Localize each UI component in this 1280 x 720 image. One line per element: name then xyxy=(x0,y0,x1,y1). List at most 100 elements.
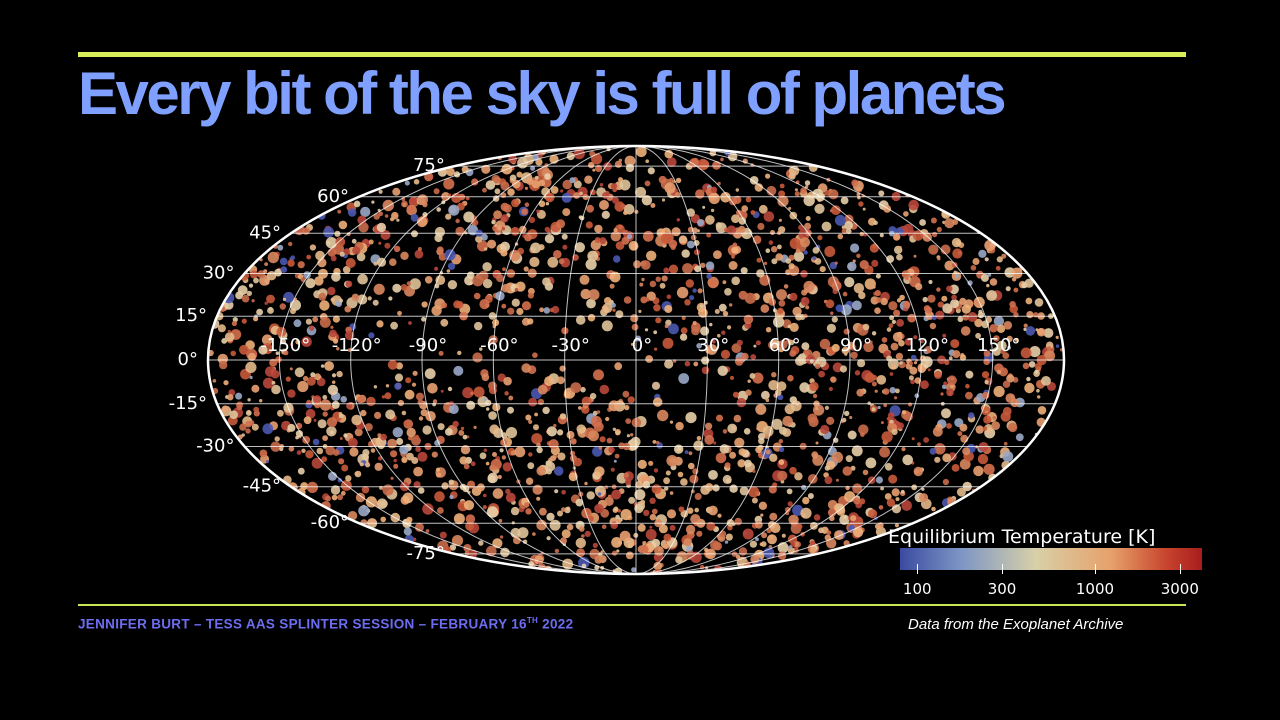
planet-point xyxy=(646,291,656,301)
planet-point xyxy=(411,435,421,446)
planet-point xyxy=(998,367,1009,377)
planet-point xyxy=(694,249,700,256)
planet-point xyxy=(1044,350,1056,362)
planet-point xyxy=(983,350,991,357)
planet-point xyxy=(708,505,718,516)
planet-point xyxy=(317,419,327,429)
latitude-tick-label: 0° xyxy=(178,349,198,370)
planet-point xyxy=(610,183,618,190)
planet-point xyxy=(431,451,438,458)
planet-point xyxy=(325,237,338,249)
planet-point xyxy=(840,196,849,205)
planet-point xyxy=(758,433,766,441)
planet-point xyxy=(661,198,666,202)
planet-point xyxy=(321,456,328,463)
planet-point xyxy=(590,415,602,428)
planet-point xyxy=(314,373,321,381)
planet-point xyxy=(354,428,363,437)
planet-point xyxy=(804,180,811,186)
planet-point xyxy=(1022,362,1030,370)
planet-point xyxy=(844,410,850,417)
planet-point xyxy=(687,240,695,249)
planet-point xyxy=(886,327,892,332)
planet-point xyxy=(587,313,596,322)
planet-point xyxy=(899,361,903,365)
planet-point xyxy=(865,457,877,469)
planet-point xyxy=(463,211,475,223)
planet-point xyxy=(625,551,634,560)
planet-point xyxy=(826,416,835,425)
planet-point xyxy=(537,384,548,395)
planet-point xyxy=(622,390,630,398)
planet-point xyxy=(927,368,931,372)
planet-point xyxy=(459,456,468,465)
planet-point xyxy=(1024,382,1035,394)
planet-point xyxy=(378,241,382,245)
planet-point xyxy=(599,183,604,187)
planet-point xyxy=(717,365,728,376)
planet-point xyxy=(578,215,583,219)
planet-point xyxy=(759,542,764,546)
planet-point xyxy=(692,321,697,325)
planet-point xyxy=(241,294,250,303)
planet-point xyxy=(749,176,759,185)
planet-point xyxy=(560,537,567,545)
planet-point xyxy=(663,267,670,274)
planet-point xyxy=(403,421,407,425)
planet-point xyxy=(358,222,369,233)
planet-point xyxy=(896,253,903,261)
planet-point xyxy=(314,401,321,409)
planet-point xyxy=(731,214,740,224)
planet-point xyxy=(908,402,913,407)
planet-point xyxy=(845,455,853,463)
planet-point xyxy=(586,298,596,309)
planet-point xyxy=(681,249,690,258)
planet-point xyxy=(787,374,794,382)
planet-point xyxy=(385,384,390,388)
planet-point xyxy=(778,459,785,466)
planet-point xyxy=(484,399,492,406)
planet-point xyxy=(789,292,798,301)
planet-point xyxy=(852,483,863,494)
planet-point xyxy=(288,241,293,247)
planet-point xyxy=(613,506,619,512)
planet-point xyxy=(837,233,844,240)
planet-point xyxy=(585,221,593,229)
planet-point xyxy=(498,518,503,523)
planet-point xyxy=(742,528,754,540)
planet-point xyxy=(787,501,793,507)
planet-point xyxy=(212,379,217,383)
planet-point xyxy=(661,275,668,282)
planet-point xyxy=(550,455,557,462)
planet-point xyxy=(336,370,343,378)
planet-point xyxy=(794,472,803,481)
planet-point xyxy=(874,290,881,297)
planet-point xyxy=(831,205,841,216)
planet-point xyxy=(322,394,328,400)
planet-point xyxy=(561,507,566,512)
planet-point xyxy=(841,228,848,235)
planet-point xyxy=(898,246,902,250)
planet-point xyxy=(596,410,601,414)
planet-point xyxy=(949,356,953,360)
planet-point xyxy=(719,530,727,538)
planet-point xyxy=(462,434,468,440)
planet-point xyxy=(917,442,921,446)
planet-point xyxy=(561,233,568,240)
planet-point xyxy=(491,174,501,184)
planet-point xyxy=(553,423,557,428)
planet-point xyxy=(884,493,892,500)
planet-point xyxy=(546,426,558,437)
planet-point xyxy=(653,304,661,312)
planet-point xyxy=(624,405,630,411)
planet-point xyxy=(645,529,657,540)
planet-point xyxy=(699,304,704,309)
planet-point xyxy=(312,316,319,323)
planet-point xyxy=(826,530,832,535)
planet-point xyxy=(323,226,334,238)
planet-point xyxy=(755,537,759,542)
planet-point xyxy=(370,448,376,453)
planet-point xyxy=(788,514,799,525)
planet-point xyxy=(376,437,382,443)
planet-point xyxy=(681,315,686,321)
